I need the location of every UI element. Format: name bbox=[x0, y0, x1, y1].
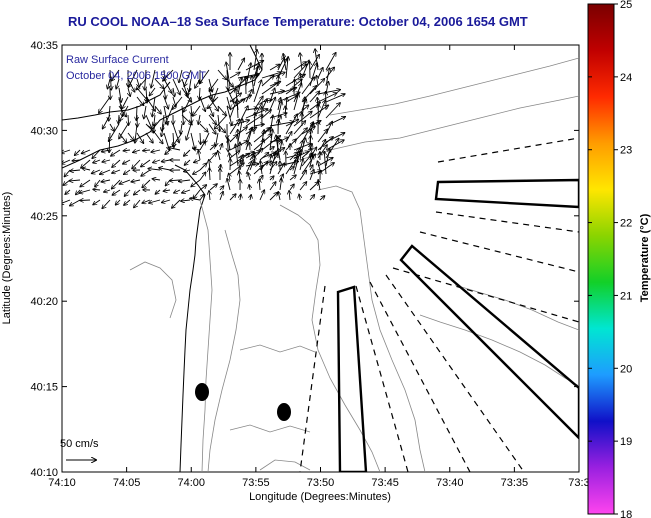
x-tick-label: 74:00 bbox=[177, 477, 205, 489]
colorbar-tick-label: 18 bbox=[620, 509, 632, 518]
x-tick-label: 73:45 bbox=[371, 477, 399, 489]
legend-line-2: October 04, 2006 1500 GMT bbox=[66, 70, 206, 82]
lane-polygons bbox=[336, 178, 579, 472]
x-tick-label: 73:35 bbox=[501, 477, 529, 489]
sector-lines bbox=[299, 137, 579, 472]
colorbar-tick-label: 23 bbox=[620, 145, 632, 157]
x-tick-label: 73:3 bbox=[568, 477, 589, 489]
colorbar-tick-label: 20 bbox=[620, 363, 632, 375]
scale-label: 50 cm/s bbox=[60, 438, 99, 450]
y-tick-label: 40:15 bbox=[30, 382, 58, 394]
colorbar-label: Temperature (°C) bbox=[639, 213, 651, 302]
colorbar-ticks: 25 24 23 22 21 20 19 18 bbox=[588, 0, 632, 518]
colorbar-tick-label: 19 bbox=[620, 436, 632, 448]
buoy-marker bbox=[195, 383, 209, 401]
x-tick-label: 73:40 bbox=[436, 477, 464, 489]
y-tick-label: 40:30 bbox=[30, 125, 58, 137]
legend-line-1: Raw Surface Current bbox=[66, 54, 169, 66]
map-layer bbox=[62, 45, 579, 472]
colorbar-tick-label: 22 bbox=[620, 218, 632, 230]
x-axis-label: Longitude (Degrees:Minutes) bbox=[249, 491, 391, 503]
x-tick-label: 73:55 bbox=[242, 477, 270, 489]
y-axis: 40:35 40:30 40:25 40:20 40:15 40:10 bbox=[30, 40, 579, 479]
current-vectors bbox=[62, 49, 345, 208]
y-tick-label: 40:25 bbox=[30, 211, 58, 223]
y-tick-label: 40:10 bbox=[30, 467, 58, 479]
map-title: RU COOL NOAA–18 Sea Surface Temperature:… bbox=[68, 14, 528, 29]
plot-frame bbox=[61, 44, 580, 473]
x-axis: 74:10 74:05 74:00 73:55 73:50 73:45 73:40 73:35… bbox=[48, 45, 590, 489]
depth-contours bbox=[129, 57, 579, 472]
colorbar bbox=[587, 3, 615, 515]
x-tick-label: 74:10 bbox=[48, 477, 76, 489]
colorbar-tick-label: 21 bbox=[620, 290, 632, 302]
x-tick-label: 74:05 bbox=[113, 477, 141, 489]
y-tick-label: 40:20 bbox=[30, 296, 58, 308]
y-axis-label: Latitude (Degrees:Minutes) bbox=[1, 192, 13, 325]
y-tick-label: 40:35 bbox=[30, 40, 58, 52]
buoy-marker bbox=[277, 403, 291, 421]
colorbar-tick-label: 24 bbox=[620, 72, 632, 84]
colorbar-tick-label: 25 bbox=[620, 0, 632, 11]
x-tick-label: 73:50 bbox=[307, 477, 335, 489]
